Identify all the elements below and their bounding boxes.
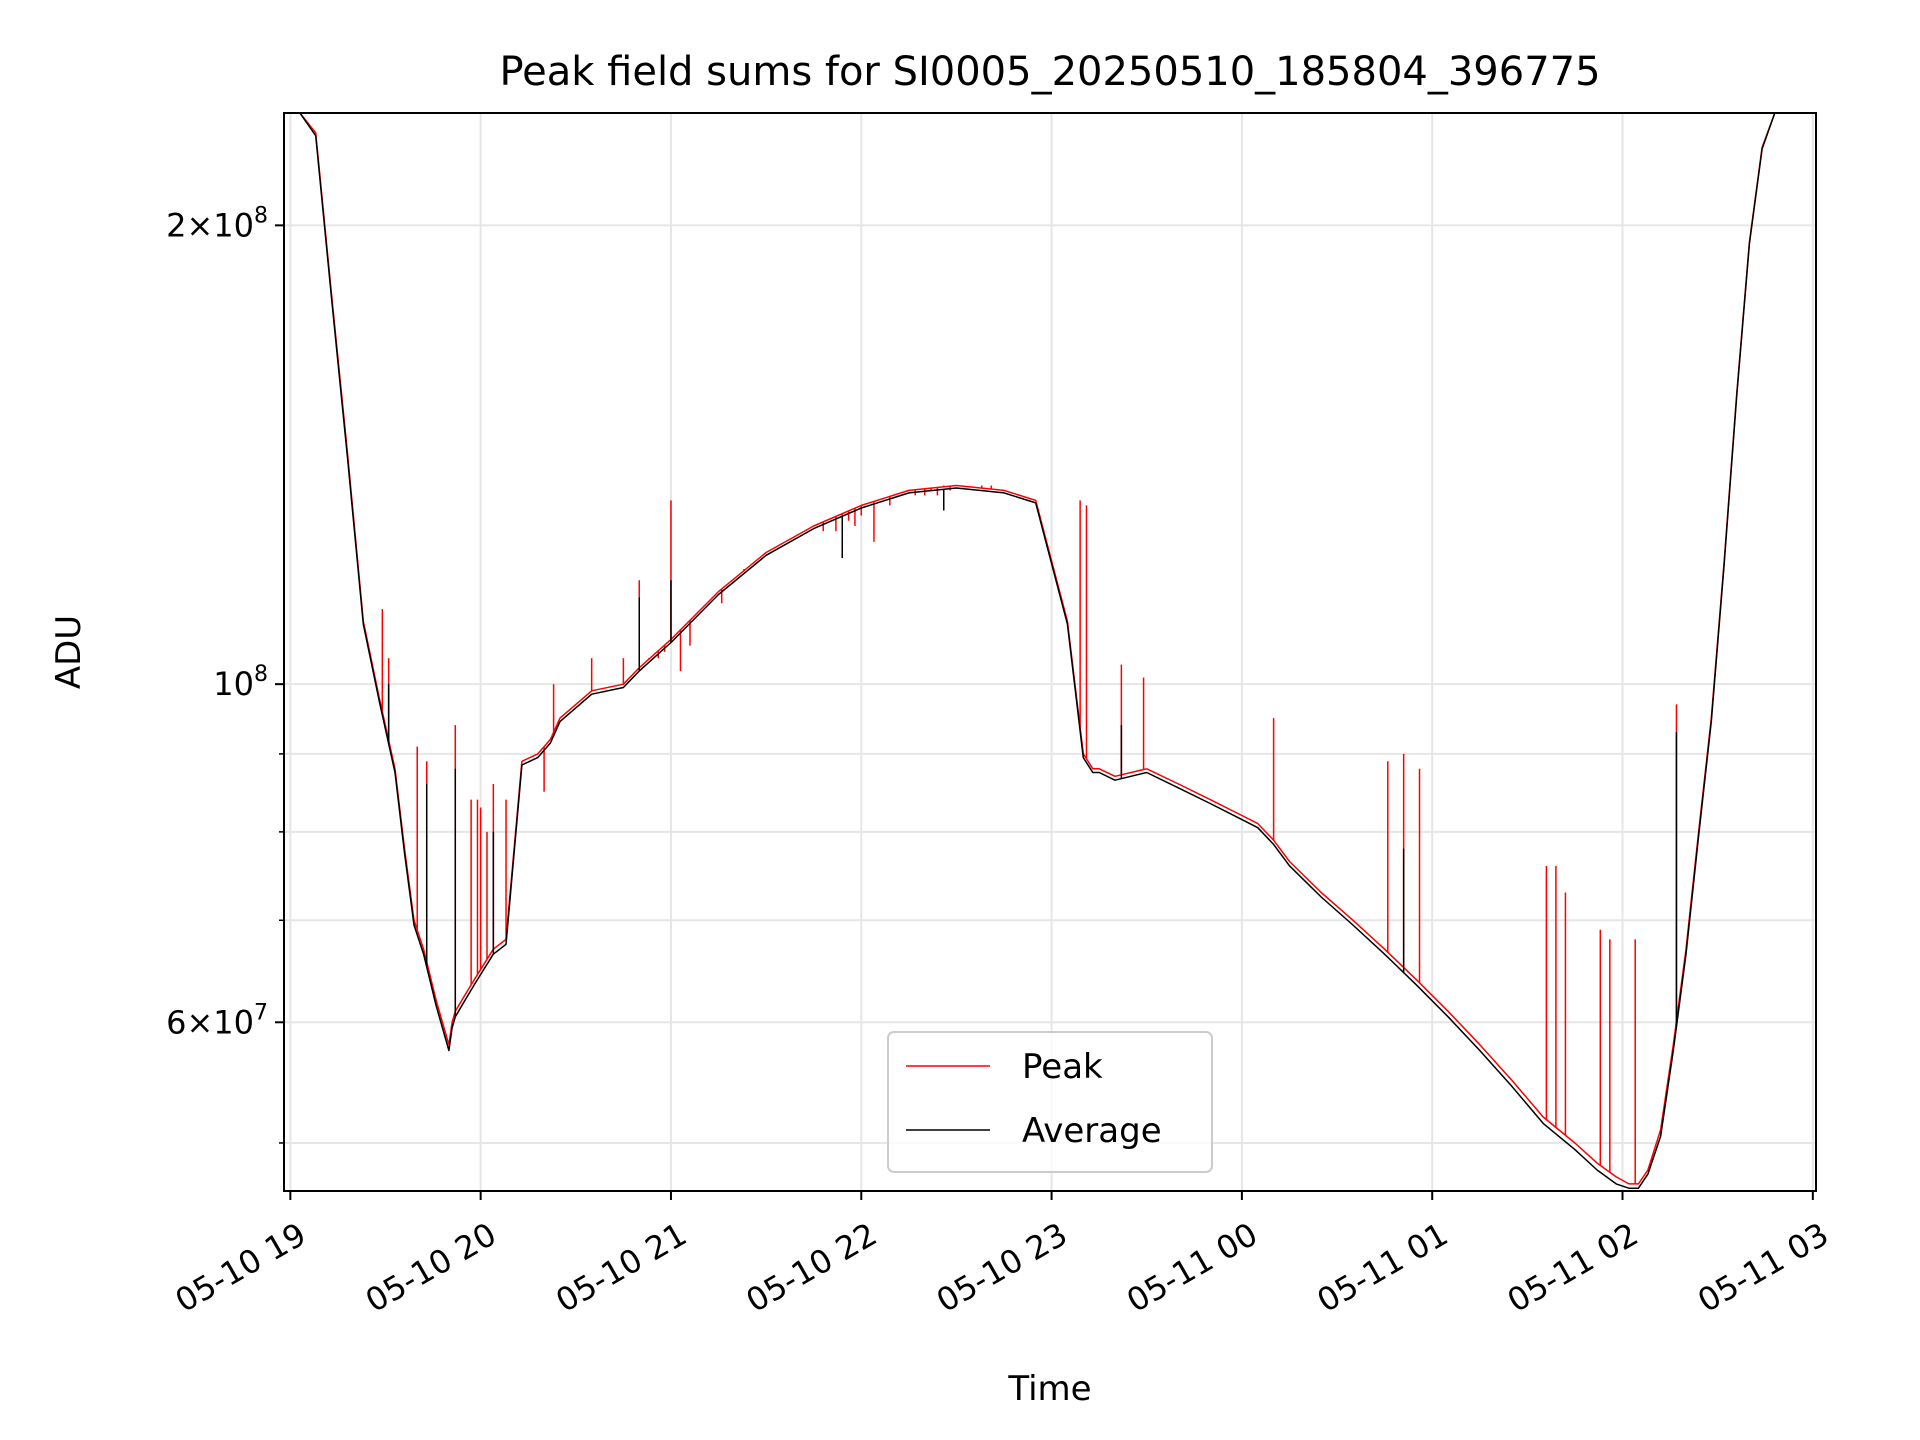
legend-box [887, 1031, 1213, 1173]
legend-average-label: Average [1022, 1111, 1162, 1151]
grid-lines [284, 113, 1816, 1191]
y-tick-label-base: 2×10 [166, 206, 254, 244]
y-tick-label-exponent: 7 [254, 1000, 268, 1025]
legend: Peak Average [887, 1031, 1213, 1173]
y-tick-label-base: 6×10 [166, 1003, 254, 1041]
y-tick-label: 6×107 [166, 1000, 268, 1041]
plot-frame [283, 112, 1817, 1192]
legend-peak-label: Peak [1022, 1047, 1103, 1087]
x-axis-label: Time [1007, 1369, 1091, 1409]
y-tick-label: 108 [213, 662, 268, 703]
y-axis-label: ADU [49, 615, 89, 689]
y-tick-label: 2×108 [166, 203, 268, 244]
series-layer [284, 112, 1816, 1189]
series-line-average [284, 112, 1816, 1189]
chart-title: Peak field sums for SI0005_20250510_1858… [499, 49, 1600, 95]
y-tick-label-exponent: 8 [254, 203, 268, 228]
y-tick-label-base: 10 [213, 665, 254, 703]
y-tick-label-exponent: 8 [254, 662, 268, 687]
